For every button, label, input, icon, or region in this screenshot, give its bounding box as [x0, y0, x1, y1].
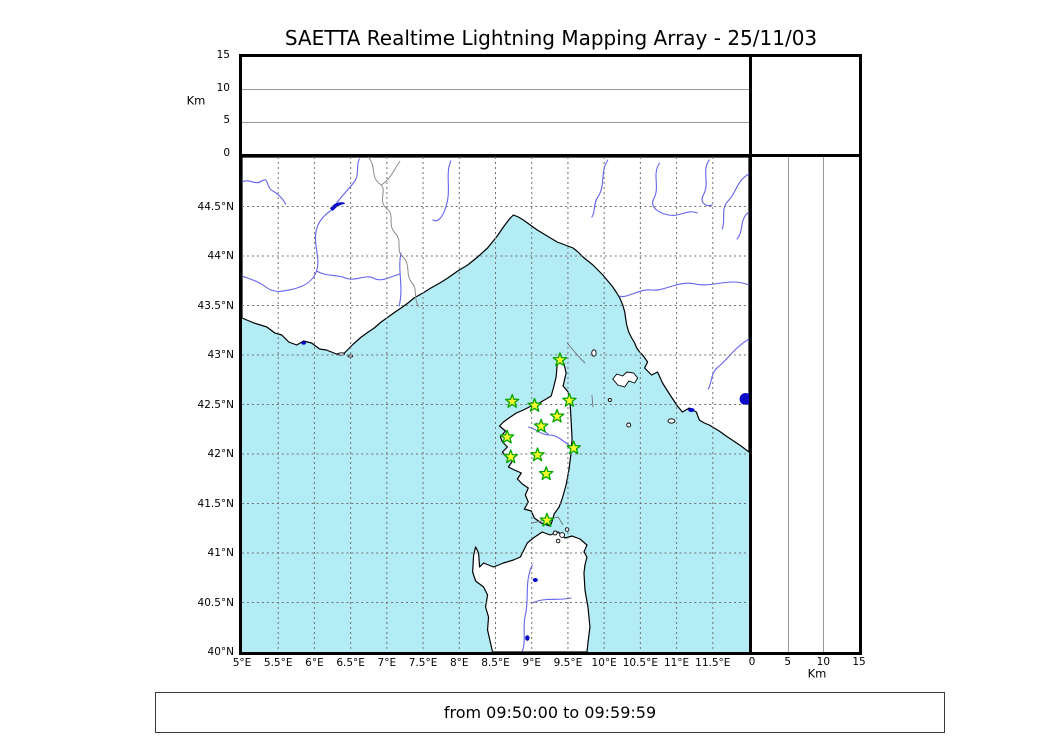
elba-island [612, 371, 639, 388]
lat-tick-label: 42.5°N [197, 398, 234, 411]
time-range-text: from 09:50:00 to 09:59:59 [443, 703, 657, 722]
lon-tick-label: 5.5°E [263, 657, 293, 669]
geographic-map [242, 157, 749, 652]
altitude-tick-label: 0 [223, 146, 230, 159]
altitude-gridline [823, 157, 825, 652]
lake-bolsena [739, 393, 749, 405]
km-label-top: Km [186, 93, 206, 108]
altitude-tick-label: 15 [852, 656, 866, 668]
altitude-latitude-panel [749, 154, 862, 655]
lma-station-marker [562, 392, 577, 407]
giglio-island [667, 418, 676, 424]
altitude-tick-label: 5 [784, 656, 791, 668]
lat-tick-label: 44.5°N [197, 200, 234, 213]
map-artifact-lines [532, 342, 594, 526]
lon-tick-label: 11.5°E [695, 657, 731, 669]
altitude-tick-label: 0 [748, 656, 756, 668]
pianosa-island [607, 397, 612, 403]
lat-tick-label: 40.5°N [197, 596, 234, 609]
lat-tick-label: 41.5°N [197, 497, 234, 510]
altitude-gridline [787, 157, 789, 652]
lma-station-marker [549, 408, 565, 423]
map-gridlines [242, 157, 749, 652]
lma-station-marker [503, 449, 519, 464]
corner-panel [749, 54, 862, 157]
lat-tick-label: 44°N [207, 249, 234, 262]
country-border [367, 157, 420, 308]
lat-tick-label: 41°N [207, 546, 234, 559]
lon-tick-label: 9°E [522, 657, 541, 669]
lma-station-marker [499, 429, 515, 444]
rivers [242, 158, 749, 652]
lon-tick-label: 6.5°E [336, 657, 365, 669]
lon-tick-label: 10°E [591, 657, 617, 669]
lon-tick-label: 5°E [232, 657, 252, 669]
hyeres-island [337, 352, 345, 356]
altitude-tick-label: 5 [223, 114, 230, 127]
lon-tick-label: 7°E [377, 657, 397, 669]
lat-tick-label: 42°N [207, 447, 234, 460]
lat-tick-label: 43°N [207, 348, 234, 361]
lma-station-marker [539, 512, 555, 527]
lon-tick-label: 8.5°E [481, 657, 510, 669]
lat-tick-label: 43.5°N [197, 299, 234, 312]
altitude-gridline [242, 121, 749, 123]
status-bar: from 09:50:00 to 09:59:59 [155, 692, 945, 733]
maddalena-island [552, 530, 558, 536]
lma-station-marker [533, 418, 549, 433]
lma-station-marker [504, 393, 520, 408]
lma-station-marker [527, 397, 542, 412]
map-panel [239, 154, 752, 655]
lma-station-marker [552, 352, 568, 367]
lon-tick-label: 8°E [449, 657, 469, 669]
lon-tick-label: 9.5°E [553, 657, 583, 669]
altitude-longitude-panel [239, 54, 752, 157]
altitude-tick-label: 10 [816, 656, 831, 668]
lon-tick-label: 6°E [305, 657, 324, 669]
lon-tick-label: 11°E [663, 657, 690, 669]
lma-station-marker [538, 466, 554, 481]
lma-station-marker [566, 440, 581, 455]
altitude-gridline [242, 89, 749, 91]
page-title: SAETTA Realtime Lightning Mapping Array … [284, 26, 818, 50]
lon-tick-label: 10.5°E [622, 657, 658, 669]
altitude-tick-label: 10 [216, 81, 230, 94]
montecristo-island [626, 422, 632, 428]
maddalena-island [555, 538, 561, 544]
mainland-coastline [242, 157, 749, 453]
lma-station-marker [530, 447, 545, 462]
station-markers [499, 352, 581, 527]
lon-tick-label: 7.5°E [408, 657, 438, 669]
maddalena-island [559, 532, 565, 538]
km-label-right: Km [807, 666, 827, 681]
altitude-tick-label: 15 [216, 48, 230, 61]
lat-tick-label: 40°N [207, 645, 234, 658]
